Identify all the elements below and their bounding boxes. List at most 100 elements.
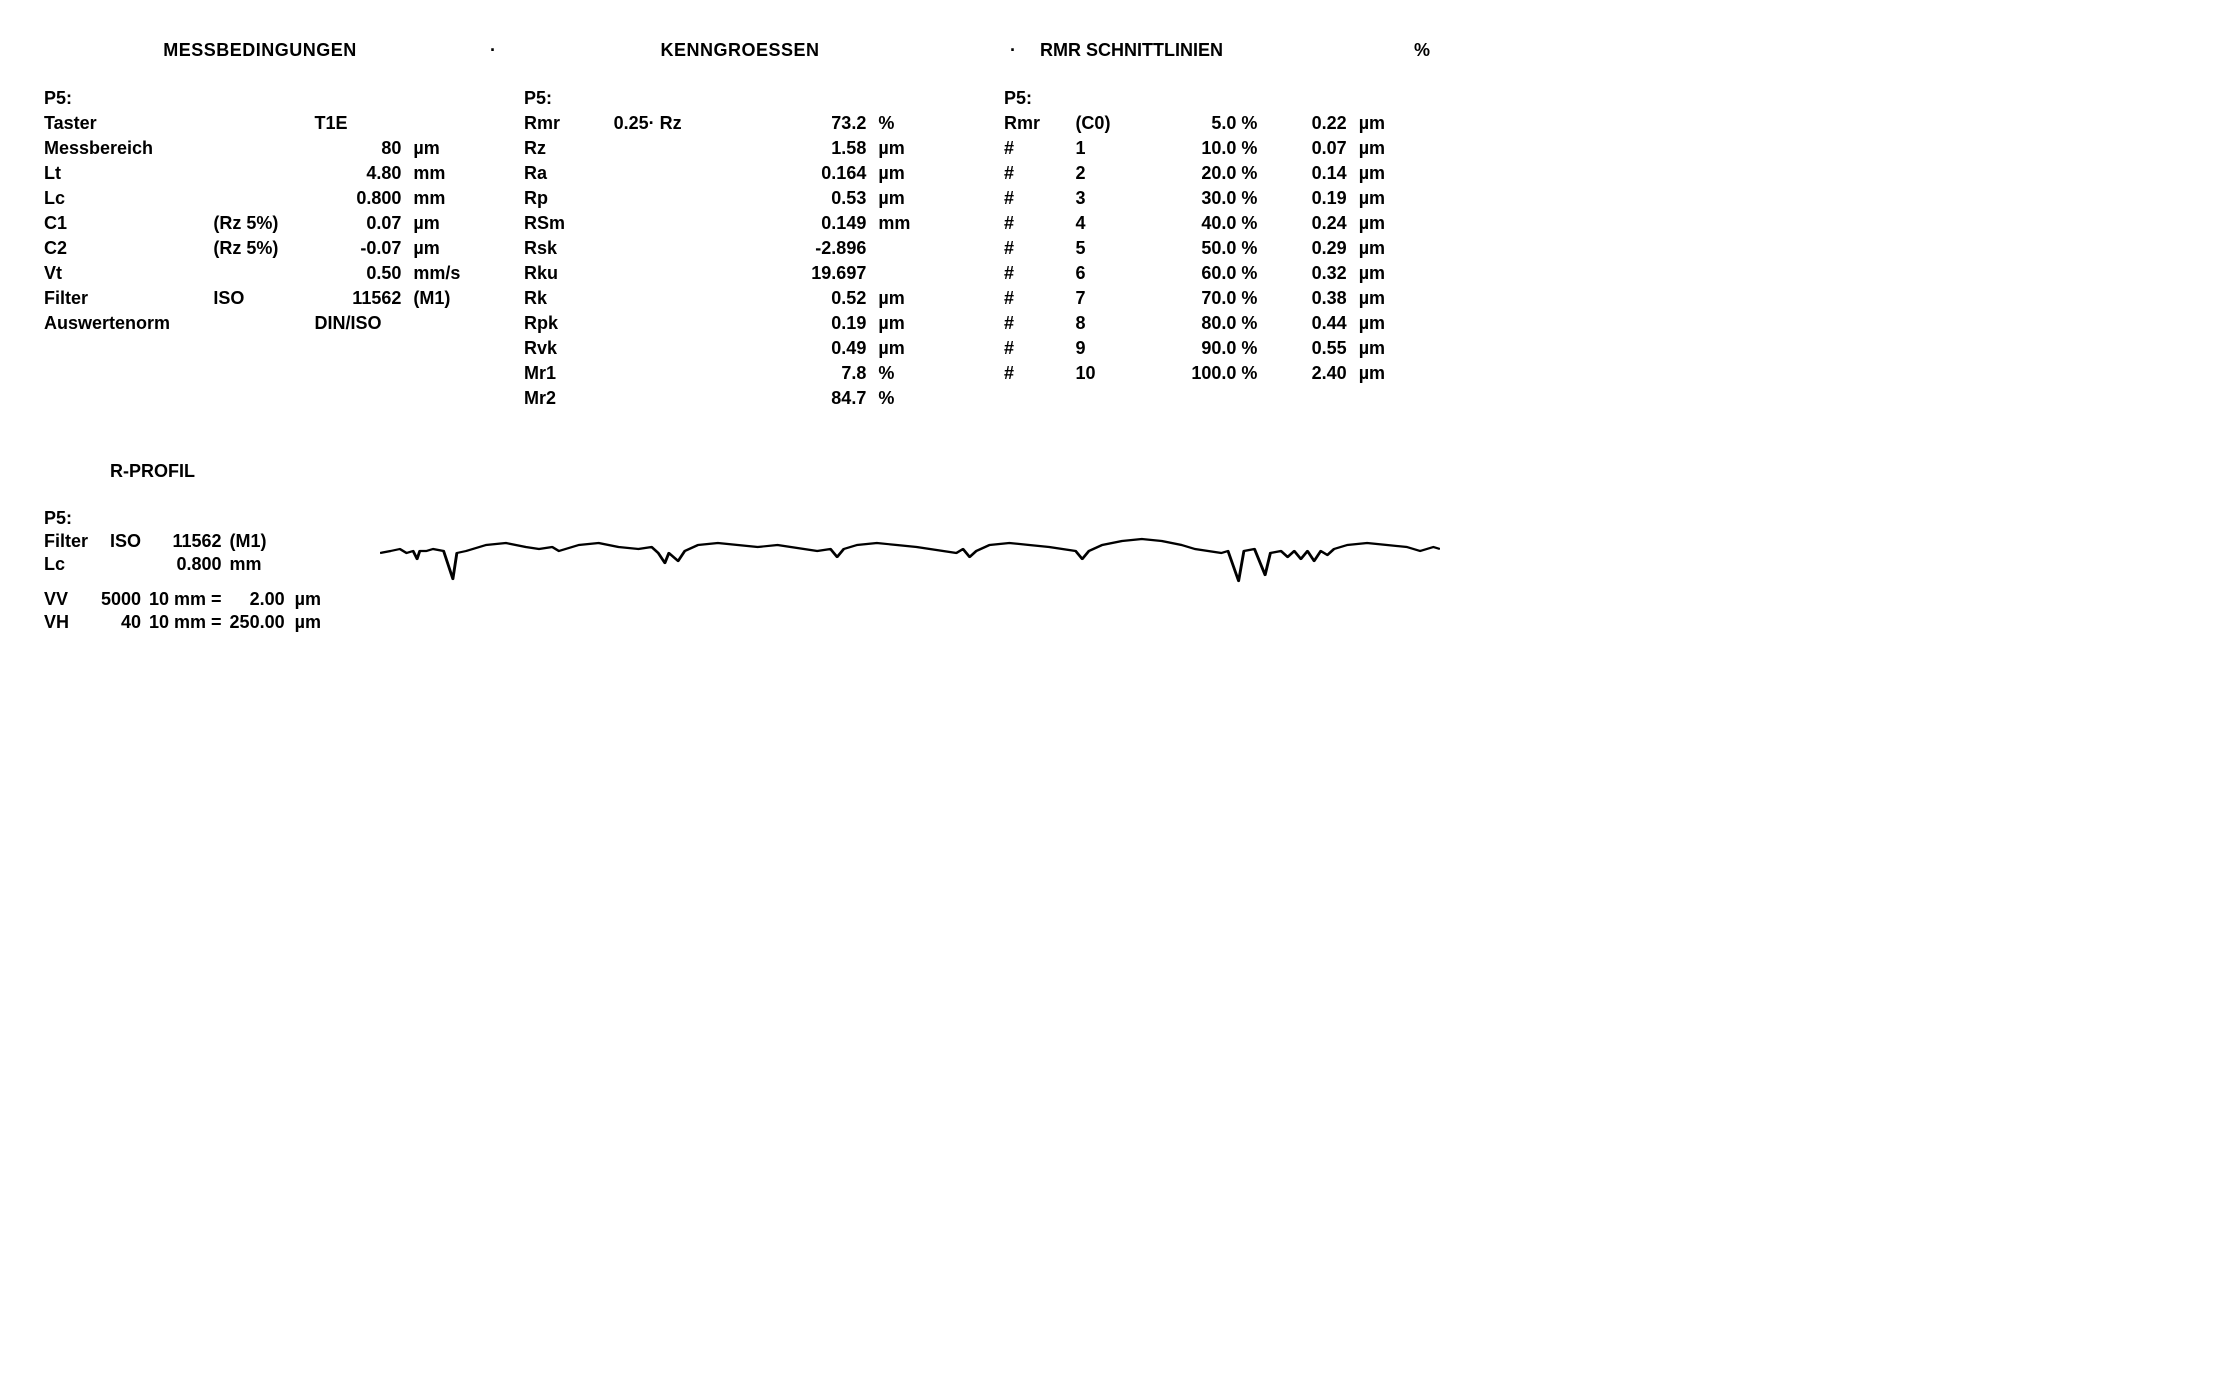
kenn-p5-label: P5: (520, 86, 960, 111)
rmr-row: #660.0 %0.32µm (1000, 261, 1440, 286)
mess-sub (209, 311, 310, 336)
rprofil-scale-row: VH4010 mm =250.00µm (40, 611, 340, 634)
rmr-pct: 40.0 % (1141, 211, 1261, 236)
rmr-num: 6 (1071, 261, 1141, 286)
kenn-val: 84.7 (756, 386, 870, 411)
kenn-label: Rvk (520, 336, 610, 361)
kenn-mid (610, 136, 757, 161)
mess-label: Messbereich (40, 136, 209, 161)
rmr-first-pct: 5.0 % (1141, 111, 1261, 136)
rmr-unit: µm (1351, 361, 1440, 386)
mess-sub: (Rz 5%) (209, 211, 310, 236)
rprofil-row: P5: (40, 507, 340, 530)
mess-unit (405, 111, 480, 136)
rmr-depth: 0.44 (1261, 311, 1350, 336)
kenn-mid (610, 386, 757, 411)
kenn-mid (610, 361, 757, 386)
rmr-depth: 0.24 (1261, 211, 1350, 236)
rp-c4 (226, 507, 289, 530)
rmr-hash: # (1000, 311, 1071, 336)
rmr-depth: 0.55 (1261, 336, 1350, 361)
kenn-unit (870, 236, 960, 261)
mess-row: AuswertenormDIN/ISO (40, 311, 480, 336)
rmr-num: 3 (1071, 186, 1141, 211)
rmr-num: 4 (1071, 211, 1141, 236)
rp-c4: 2.00 (226, 588, 289, 611)
mess-unit: mm (405, 161, 480, 186)
mess-sub (209, 161, 310, 186)
rp-c4: mm (226, 553, 289, 576)
rmr-unit: µm (1351, 186, 1440, 211)
mess-row: FilterISO11562(M1) (40, 286, 480, 311)
mess-label: C2 (40, 236, 209, 261)
kenn-mid (610, 236, 757, 261)
mess-unit (405, 311, 480, 336)
kenn-mid (610, 186, 757, 211)
rmr-pct: 10.0 % (1141, 136, 1261, 161)
rmr-row: #330.0 %0.19µm (1000, 186, 1440, 211)
kenn-label: RSm (520, 211, 610, 236)
rmr-hash: # (1000, 136, 1071, 161)
rp-c5 (289, 553, 340, 576)
kenn-row: Mr17.8% (520, 361, 960, 386)
section-messbedingungen: MESSBEDINGUNGEN P5: TasterT1EMessbereich… (40, 40, 480, 411)
kenn-row: Ra 0.164µm (520, 161, 960, 186)
kenn-label: Rsk (520, 236, 610, 261)
profile-trace (380, 539, 1440, 581)
rp-c3: 0.800 (145, 553, 226, 576)
rmr-pct: 50.0 % (1141, 236, 1261, 261)
mess-label: C1 (40, 211, 209, 236)
rmr-num: 2 (1071, 161, 1141, 186)
rp-c5: µm (289, 611, 340, 634)
kenn-mid (610, 261, 757, 286)
rmr-num: 10 (1071, 361, 1141, 386)
rp-c2: 40 (95, 611, 145, 634)
kenn-val: 7.8 (756, 361, 870, 386)
section-kenngroessen: KENNGROESSEN P5: Rmr0.25· Rz73.2%Rz1.58µ… (520, 40, 960, 411)
mess-unit: mm/s (405, 261, 480, 286)
rp-c5: µm (289, 588, 340, 611)
rmr-row: #220.0 %0.14µm (1000, 161, 1440, 186)
rp-c1: VH (40, 611, 95, 634)
rp-c4: (M1) (226, 530, 289, 553)
kenn-val: 0.49 (756, 336, 870, 361)
rmr-row: #110.0 %0.07µm (1000, 136, 1440, 161)
rmr-hash: # (1000, 336, 1071, 361)
rp-c1: P5: (40, 507, 95, 530)
rp-c2 (95, 553, 145, 576)
mess-sub: (Rz 5%) (209, 236, 310, 261)
kenn-row: RSm0.149mm (520, 211, 960, 236)
kenn-val: 73.2 (756, 111, 870, 136)
rp-c5 (289, 507, 340, 530)
mess-sub (209, 186, 310, 211)
kenn-unit: µm (870, 336, 960, 361)
rmr-first-unit: µm (1351, 111, 1440, 136)
kenn-label: Ra (520, 161, 610, 186)
mess-sub (209, 136, 310, 161)
mess-val: 4.80 (311, 161, 406, 186)
rmr-unit: µm (1351, 261, 1440, 286)
rmr-hash: # (1000, 361, 1071, 386)
kenn-unit: µm (870, 161, 960, 186)
rmr-num: 7 (1071, 286, 1141, 311)
rmr-depth: 2.40 (1261, 361, 1350, 386)
kenn-val: 1.58 (756, 136, 870, 161)
rmr-num: 9 (1071, 336, 1141, 361)
rmr-unit: µm (1351, 336, 1440, 361)
rmr-first-row: Rmr (C0) 5.0 % 0.22 µm (1000, 111, 1440, 136)
rmr-row: #10100.0 %2.40µm (1000, 361, 1440, 386)
rp-c1: Filter (40, 530, 95, 553)
kenn-val: 0.53 (756, 186, 870, 211)
mess-val: DIN/ISO (311, 311, 406, 336)
rp-c1: VV (40, 588, 95, 611)
rmr-hash: # (1000, 286, 1071, 311)
mess-unit: (M1) (405, 286, 480, 311)
kenn-val: 0.164 (756, 161, 870, 186)
kenn-row: Rmr0.25· Rz73.2% (520, 111, 960, 136)
rmr-row: #880.0 %0.44µm (1000, 311, 1440, 336)
rmr-hash: # (1000, 211, 1071, 236)
rmr-pct: 20.0 % (1141, 161, 1261, 186)
rmr-num: 8 (1071, 311, 1141, 336)
kenn-row: Rz1.58µm (520, 136, 960, 161)
mess-row: Messbereich80µm (40, 136, 480, 161)
